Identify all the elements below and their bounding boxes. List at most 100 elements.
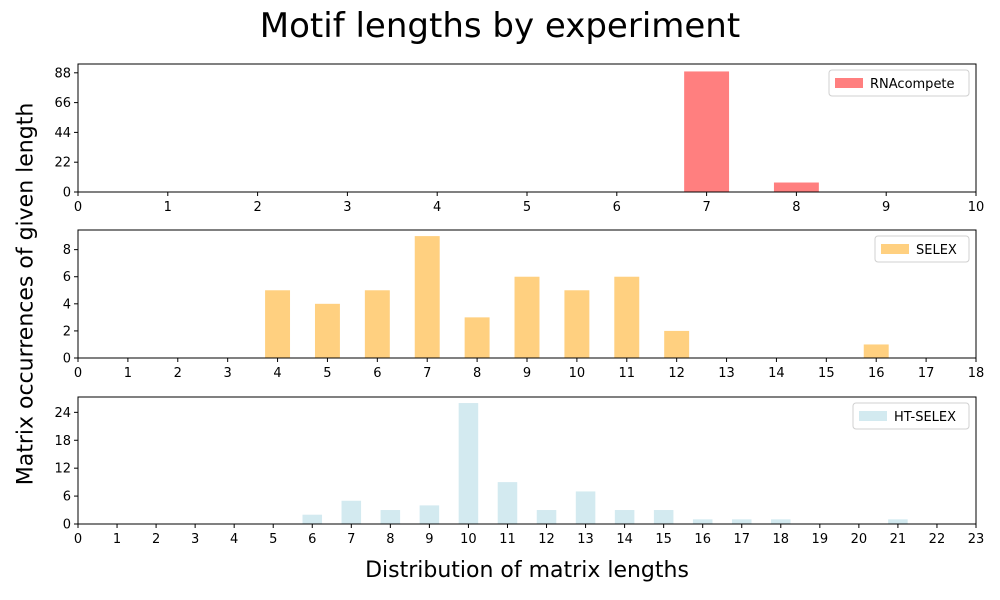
x-tick-label: 7 [702,200,710,215]
bar-ht-selex-18 [771,519,791,524]
bar-selex-8 [464,317,490,358]
y-tick-label: 0 [63,352,71,367]
x-tick-label: 9 [425,532,433,547]
bar-ht-selex-9 [419,505,440,524]
x-tick-label: 1 [164,200,172,215]
legend-box [852,402,970,430]
x-tick-label: 18 [773,532,790,547]
x-tick-label: 1 [113,532,121,547]
y-tick-label: 6 [63,270,71,285]
x-tick-label: 10 [569,366,586,381]
bar-selex-16 [863,344,889,358]
x-tick-label: 7 [423,366,431,381]
y-tick-label: 8 [63,243,71,258]
x-tick-label: 2 [253,200,261,215]
y-tick-label: 12 [54,462,71,477]
bar-rnacompete-7 [684,71,730,192]
x-tick-label: 4 [433,200,441,215]
x-tick-label: 11 [499,532,516,547]
x-tick-label: 13 [718,366,735,381]
x-tick-label: 8 [473,366,481,381]
x-tick-label: 4 [230,532,238,547]
x-tick-label: 17 [918,366,935,381]
x-tick-label: 6 [308,532,316,547]
y-tick-label: 0 [63,518,71,533]
legend-label: HT-SELEX [894,410,956,425]
x-tick-label: 6 [373,366,381,381]
x-tick-label: 16 [868,366,885,381]
x-tick-label: 2 [174,366,182,381]
bar-selex-5 [314,303,340,358]
axes-frame-3 [77,396,977,525]
x-tick-label: 12 [538,532,555,547]
bar-ht-selex-8 [380,510,401,524]
x-tick-label: 19 [812,532,829,547]
legend-swatch [881,244,909,254]
x-tick-label: 21 [890,532,907,547]
bar-ht-selex-21 [888,519,908,524]
bar-selex-12 [664,330,690,358]
legend-swatch [835,78,863,88]
x-tick-label: 22 [929,532,946,547]
y-tick-label: 4 [63,297,71,312]
legend-label: RNAcompete [870,77,955,92]
x-tick-label: 15 [818,366,835,381]
x-tick-label: 10 [460,532,477,547]
y-tick-label: 2 [63,324,71,339]
x-tick-label: 4 [273,366,281,381]
x-tick-label: 23 [968,532,985,547]
x-tick-label: 17 [733,532,750,547]
bar-selex-7 [414,236,440,358]
x-tick-label: 20 [851,532,868,547]
x-tick-label: 5 [269,532,277,547]
bar-selex-11 [614,276,640,358]
x-tick-label: 3 [343,200,351,215]
x-tick-label: 13 [577,532,594,547]
legend-box [874,235,970,263]
bar-ht-selex-16 [692,519,713,524]
x-tick-label: 14 [768,366,785,381]
x-tick-label: 2 [152,532,160,547]
x-tick-label: 1 [124,366,132,381]
y-tick-label: 24 [54,406,71,421]
x-tick-label: 12 [668,366,685,381]
bar-selex-4 [265,290,291,358]
y-tick-label: 44 [54,126,71,141]
x-tick-label: 7 [347,532,355,547]
bar-ht-selex-15 [653,510,674,524]
x-tick-label: 9 [882,200,890,215]
bar-ht-selex-11 [497,482,518,524]
y-tick-label: 22 [54,156,71,171]
x-tick-label: 5 [323,366,331,381]
x-tick-label: 14 [616,532,633,547]
x-tick-label: 6 [613,200,621,215]
y-tick-label: 18 [54,434,71,449]
legend-label: SELEX [916,243,957,258]
y-tick-label: 6 [63,490,71,505]
bar-ht-selex-6 [302,514,323,524]
bar-ht-selex-12 [536,510,557,524]
x-tick-label: 16 [694,532,711,547]
x-tick-label: 8 [386,532,394,547]
y-tick-label: 0 [63,186,71,201]
bar-ht-selex-7 [341,500,362,524]
x-tick-label: 18 [968,366,985,381]
legend-swatch [859,411,887,421]
x-tick-label: 0 [74,366,82,381]
x-axis-label: Distribution of matrix lengths [365,558,689,583]
y-tick-label: 88 [54,66,71,81]
x-tick-label: 3 [224,366,232,381]
x-tick-label: 15 [655,532,672,547]
bar-rnacompete-8 [773,182,819,192]
bar-selex-9 [514,276,540,358]
x-tick-label: 0 [74,200,82,215]
bar-selex-10 [564,290,590,358]
x-tick-label: 11 [619,366,636,381]
legend-box [828,69,970,97]
x-tick-label: 5 [523,200,531,215]
chart-title: Motif lengths by experiment [259,6,741,46]
x-tick-label: 9 [523,366,531,381]
bar-ht-selex-13 [575,491,596,524]
bar-ht-selex-14 [614,510,635,524]
x-tick-label: 10 [968,200,985,215]
